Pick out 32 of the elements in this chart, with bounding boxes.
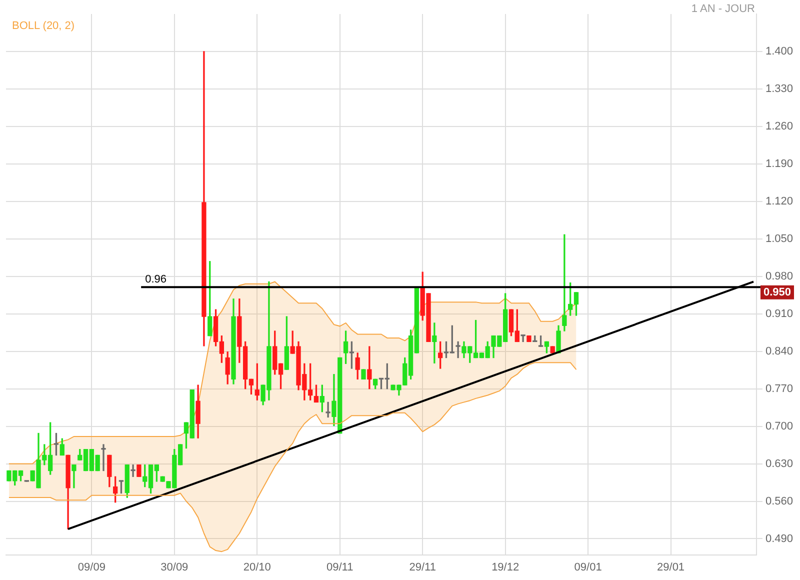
y-tick-label: 0.630 bbox=[765, 458, 794, 470]
y-tick-label: 1.330 bbox=[765, 82, 794, 95]
y-tick-label: 0.490 bbox=[765, 532, 794, 545]
candlestick bbox=[456, 341, 460, 358]
x-tick-label: 30/09 bbox=[160, 561, 188, 574]
y-tick-label: 1.120 bbox=[765, 195, 794, 208]
x-tick-label: 19/12 bbox=[492, 561, 520, 574]
candlestick bbox=[562, 234, 567, 332]
x-tick-label: 29/01 bbox=[657, 561, 685, 574]
y-tick-label: 1.400 bbox=[765, 46, 794, 58]
y-tick-label: 0.980 bbox=[765, 270, 794, 282]
text: BOLL (20, 2) bbox=[12, 20, 75, 32]
x-tick-label: 09/09 bbox=[78, 561, 106, 574]
y-tick-label: 1.260 bbox=[765, 120, 794, 132]
ref-line-label: 0.96 bbox=[145, 274, 167, 286]
candlestick bbox=[101, 444, 106, 472]
x-tick-label: 20/10 bbox=[243, 561, 271, 574]
y-tick-label: 0.560 bbox=[765, 495, 794, 508]
y-tick-label: 0.770 bbox=[765, 382, 794, 395]
candlestick bbox=[326, 402, 330, 418]
y-tick-label: 0.840 bbox=[765, 345, 794, 358]
candlestick bbox=[130, 464, 136, 477]
y-tick-label: 1.190 bbox=[765, 158, 794, 170]
chart-subtitle: 1 AN - JOUR bbox=[691, 3, 755, 15]
y-tick-label: 1.050 bbox=[765, 232, 794, 245]
y-tick-label: 0.910 bbox=[765, 308, 794, 320]
x-tick-label: 09/11 bbox=[326, 561, 354, 574]
x-tick-label: 09/01 bbox=[574, 561, 602, 574]
y-tick-label: 0.700 bbox=[765, 420, 794, 432]
candlestick bbox=[520, 334, 526, 342]
text: 0.950 bbox=[763, 286, 792, 298]
x-tick-label: 29/11 bbox=[409, 561, 436, 574]
